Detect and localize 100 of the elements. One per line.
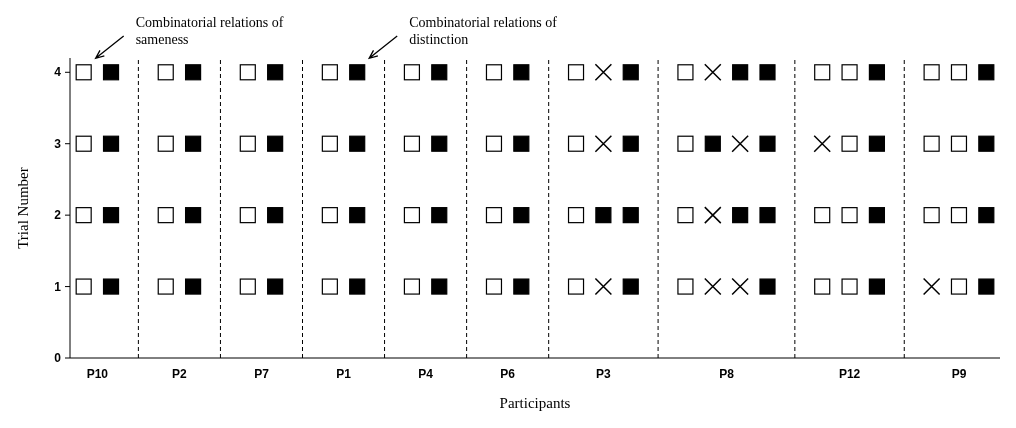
point	[239, 135, 256, 152]
point	[239, 278, 256, 295]
point	[267, 135, 284, 152]
point	[567, 135, 585, 152]
point	[567, 278, 585, 295]
point	[978, 64, 995, 81]
point	[75, 207, 92, 224]
point	[403, 64, 421, 81]
point	[321, 278, 338, 295]
point	[102, 64, 120, 81]
point	[184, 135, 202, 152]
point	[704, 63, 722, 82]
point	[622, 135, 639, 152]
point	[594, 277, 613, 296]
point	[75, 135, 92, 152]
point	[102, 135, 120, 152]
point	[431, 135, 448, 152]
point	[978, 135, 995, 152]
point	[950, 64, 968, 81]
point	[184, 64, 202, 81]
point	[868, 207, 886, 224]
point	[868, 278, 886, 295]
point	[759, 64, 776, 81]
point	[868, 135, 886, 152]
x-tick-label: P9	[951, 367, 967, 381]
point	[485, 278, 503, 295]
point	[513, 278, 530, 295]
point	[403, 278, 421, 295]
point	[567, 207, 585, 224]
point	[923, 135, 940, 152]
point	[622, 64, 639, 81]
point	[813, 134, 831, 153]
point	[184, 207, 202, 224]
point	[349, 135, 366, 152]
point	[567, 64, 585, 81]
point	[923, 207, 940, 224]
point	[704, 135, 721, 152]
point	[814, 207, 831, 224]
y-tick-label: 2	[54, 208, 62, 223]
point	[594, 63, 613, 82]
point	[759, 278, 776, 295]
point	[978, 278, 995, 295]
point	[157, 207, 174, 224]
point	[431, 278, 448, 295]
point	[157, 64, 174, 81]
text: Combinatorial relations of distinction	[409, 15, 558, 47]
x-tick-label: P4	[418, 367, 434, 381]
point	[704, 206, 722, 224]
point	[922, 277, 941, 296]
point	[75, 278, 92, 295]
point	[267, 278, 284, 295]
point	[950, 278, 968, 295]
x-axis-title: Participants	[499, 395, 571, 411]
point	[950, 207, 968, 224]
point	[431, 207, 448, 224]
point	[841, 278, 858, 295]
point	[349, 278, 366, 295]
point	[403, 135, 421, 152]
y-tick-label: 4	[54, 65, 62, 80]
point	[267, 207, 284, 224]
point	[102, 207, 120, 224]
x-tick-label: P3	[596, 367, 612, 381]
point	[267, 64, 284, 81]
point	[677, 207, 694, 224]
point	[157, 135, 174, 152]
point	[485, 64, 503, 81]
point	[841, 135, 858, 152]
point	[622, 207, 639, 224]
text: Combinatorial relations of sameness	[135, 15, 284, 47]
point	[759, 135, 776, 152]
point	[239, 207, 256, 224]
point	[841, 64, 858, 81]
point	[731, 134, 749, 153]
point	[157, 278, 174, 295]
point	[841, 207, 858, 224]
point	[513, 135, 530, 152]
point	[622, 278, 639, 295]
y-tick-label: 3	[54, 136, 62, 151]
point	[513, 207, 530, 224]
point	[431, 64, 448, 81]
x-tick-label: P6	[500, 367, 516, 381]
point	[731, 277, 749, 296]
point	[814, 278, 831, 295]
x-tick-label: P12	[838, 367, 861, 381]
y-tick-label: 1	[54, 279, 62, 294]
point	[732, 207, 749, 224]
y-tick-label: 0	[54, 351, 62, 366]
point	[704, 277, 722, 296]
point	[75, 64, 92, 81]
point	[349, 64, 366, 81]
point	[814, 64, 831, 81]
point	[102, 278, 120, 295]
point	[239, 64, 256, 81]
point	[677, 64, 694, 81]
point	[321, 135, 338, 152]
point	[923, 64, 940, 81]
point	[677, 135, 694, 152]
x-tick-label: P7	[254, 367, 270, 381]
point	[759, 207, 776, 224]
point	[321, 64, 338, 81]
